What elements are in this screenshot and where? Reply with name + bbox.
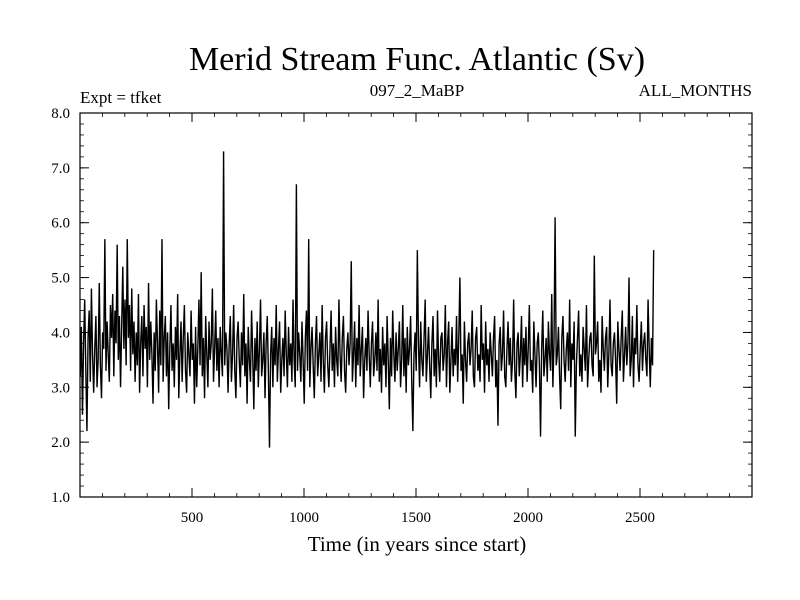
y-tick-label: 8.0 <box>51 106 70 122</box>
x-tick-label: 2000 <box>513 510 543 526</box>
x-tick-label: 2500 <box>625 510 655 526</box>
x-tick-label: 1000 <box>289 510 319 526</box>
y-tick-label: 2.0 <box>51 435 70 451</box>
x-tick-label: 1500 <box>401 510 431 526</box>
x-axis: 500 1000 1500 2000 2500 <box>102 113 730 526</box>
y-tick-label: 4.0 <box>51 325 70 341</box>
y-tick-label: 1.0 <box>51 490 70 506</box>
y-tick-label: 5.0 <box>51 271 70 287</box>
x-tick-label: 500 <box>181 510 204 526</box>
plot-frame <box>79 112 753 498</box>
y-tick-label: 7.0 <box>51 161 70 177</box>
y-tick-label: 3.0 <box>51 380 70 396</box>
y-axis: 1.0 2.0 3.0 4.0 5.0 6.0 7.0 8.0 <box>51 106 752 506</box>
y-tick-label: 6.0 <box>51 216 70 232</box>
chart-title: Merid Stream Func. Atlantic (Sv) <box>189 41 645 78</box>
annotation-expt: Expt = tfket <box>80 88 162 107</box>
plot-area <box>79 151 655 448</box>
annotation-run-id: 097_2_MaBP <box>370 81 464 100</box>
annotation-months: ALL_MONTHS <box>639 81 752 100</box>
series-line <box>79 151 655 448</box>
x-axis-label: Time (in years since start) <box>308 532 527 556</box>
